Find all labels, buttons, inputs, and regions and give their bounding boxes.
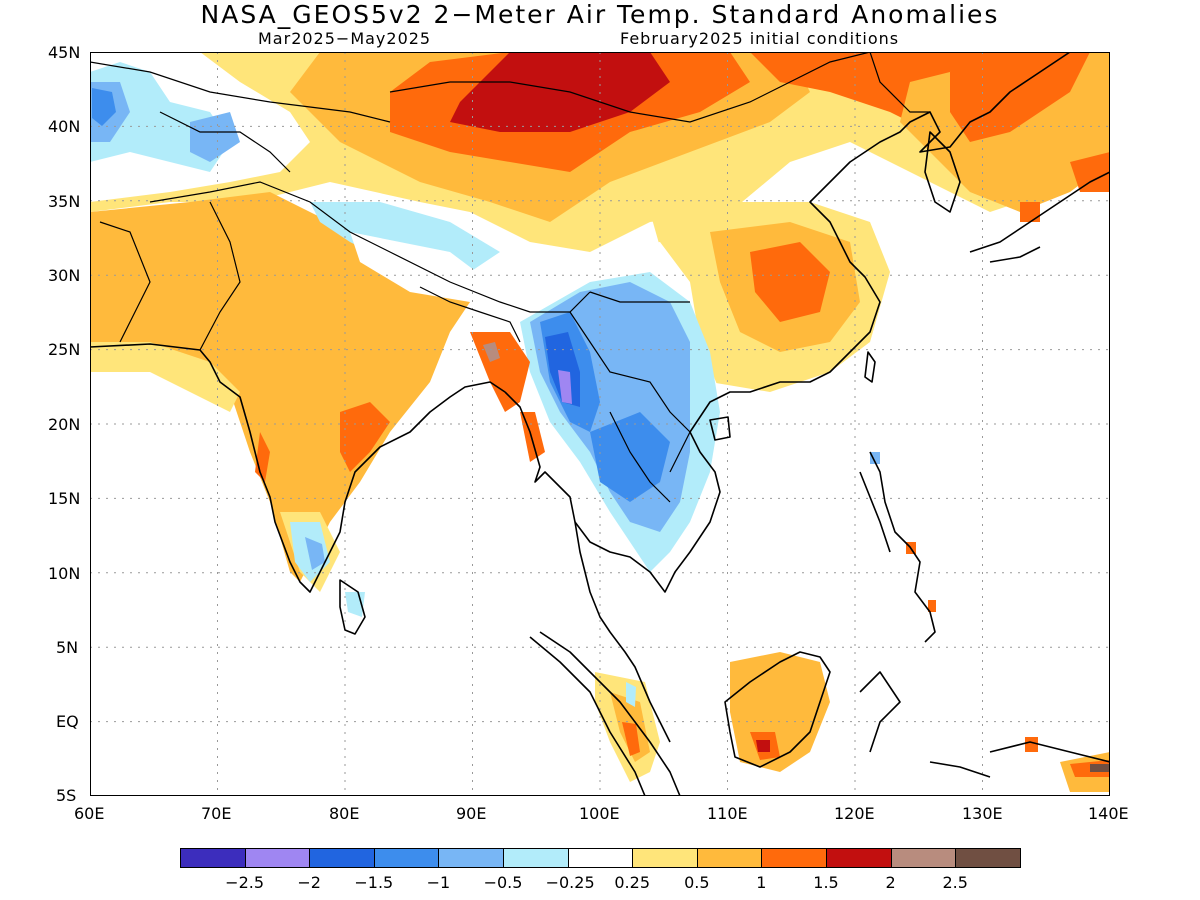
lat-label: 45N (48, 43, 81, 62)
colorbar-swatch (309, 848, 375, 868)
colorbar-swatch (632, 848, 698, 868)
lat-label: 35N (48, 192, 81, 211)
lat-label: 15N (48, 489, 81, 508)
colorbar-swatch (438, 848, 504, 868)
map-title: NASA_GEOS5v2 2−Meter Air Temp. Standard … (200, 0, 1000, 29)
colorbar-swatch (761, 848, 827, 868)
forecast-period: Mar2025−May2025 (258, 29, 432, 48)
lon-label: 60E (74, 804, 105, 823)
colorbar-swatch (180, 848, 246, 868)
colorbar-swatch (373, 848, 440, 868)
lat-label: 25N (48, 340, 81, 359)
grid-lines (90, 52, 1110, 796)
lon-label: 140E (1088, 804, 1129, 823)
lat-label: 20N (48, 415, 81, 434)
colorbar-label: −0.25 (545, 873, 595, 892)
coastlines (90, 52, 1110, 796)
colorbar-label: 1.5 (813, 873, 839, 892)
lon-label: 100E (579, 804, 620, 823)
colorbar-swatch (955, 848, 1021, 868)
anomaly-field (90, 52, 1110, 792)
country-borders (90, 52, 930, 503)
colorbar-label: −2.5 (225, 873, 265, 892)
colorbar-label: 0.25 (614, 873, 650, 892)
colorbar-label: 0.5 (684, 873, 710, 892)
lon-label: 110E (707, 804, 748, 823)
colorbar-swatch (826, 848, 892, 868)
lon-label: 80E (329, 804, 360, 823)
colorbar-label: −1 (426, 873, 451, 892)
colorbar-swatch (567, 848, 634, 868)
lon-label: 120E (834, 804, 875, 823)
lon-label: 130E (962, 804, 1003, 823)
lat-label: 5N (56, 638, 79, 657)
colorbar-label: 1 (756, 873, 767, 892)
lon-label: 70E (201, 804, 232, 823)
colorbar-label: −2 (297, 873, 321, 892)
colorbar-swatch (890, 848, 957, 868)
colorbar-label: 2.5 (942, 873, 968, 892)
anomaly-map (90, 52, 1110, 796)
lat-label: 5S (56, 786, 77, 805)
colorbar-swatch (244, 848, 311, 868)
initial-conditions: February2025 initial conditions (620, 29, 900, 48)
lon-label: 90E (456, 804, 487, 823)
lat-label: 10N (48, 564, 81, 583)
lat-label: 40N (48, 117, 81, 136)
colorbar-swatch (503, 848, 569, 868)
colorbar-label: −0.5 (483, 873, 523, 892)
lat-label: EQ (56, 712, 79, 731)
colorbar-swatch (696, 848, 763, 868)
lat-label: 30N (48, 266, 81, 285)
colorbar-label: −1.5 (354, 873, 394, 892)
colorbar-label: 2 (885, 873, 896, 892)
